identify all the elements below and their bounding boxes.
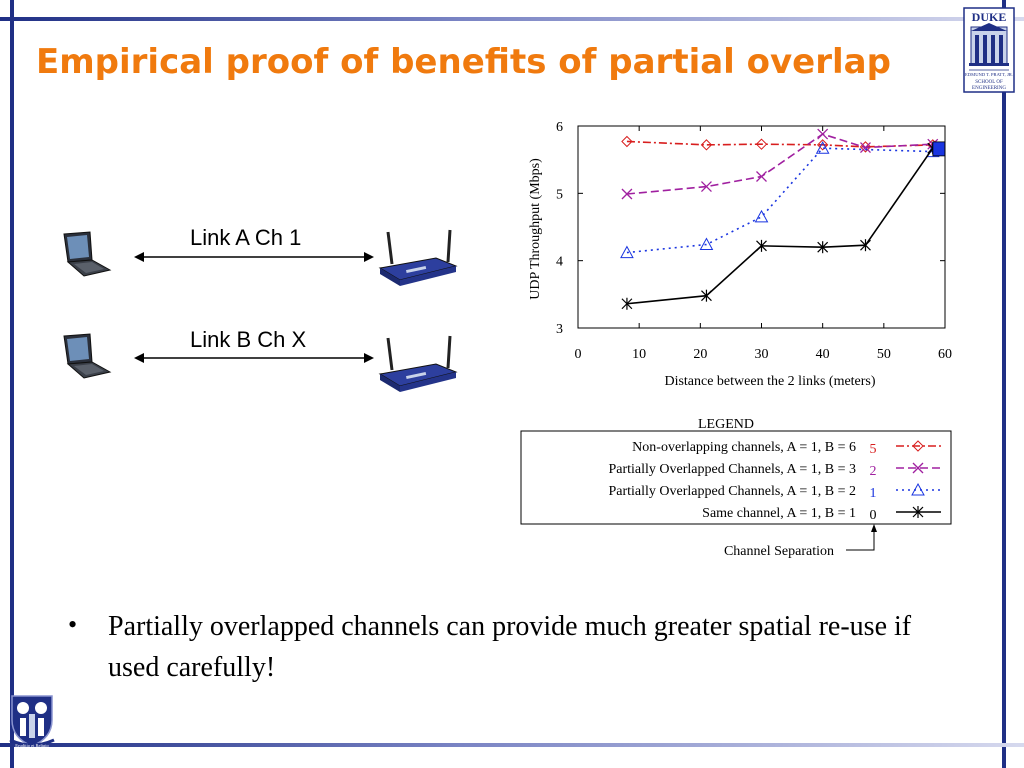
plot-frame <box>577 125 946 329</box>
slide-frame-top <box>0 17 1024 21</box>
laptop-b-icon <box>63 333 112 379</box>
link-a-arrow <box>134 252 374 262</box>
legend-separation-partial_2: 1 <box>870 486 877 501</box>
data-point-non_overlap <box>700 139 713 151</box>
router-b-icon <box>378 335 458 392</box>
y-tick-label: 5 <box>556 187 563 202</box>
end-marker-square <box>932 141 946 157</box>
svg-text:SCHOOL OF: SCHOOL OF <box>975 80 1003 85</box>
x-tick-label: 30 <box>755 347 769 362</box>
data-point-same <box>701 289 712 302</box>
channel-separation-label: Channel Separation <box>724 544 834 559</box>
series-line-non_overlap <box>626 140 933 148</box>
data-point-non_overlap <box>859 141 872 153</box>
legend-label-non_overlap: Non-overlapping channels, A = 1, B = 6 <box>632 440 856 455</box>
data-point-same <box>817 241 829 254</box>
legend-box <box>520 430 952 525</box>
data-point-partial_2 <box>620 245 634 259</box>
data-point-same <box>621 297 633 310</box>
slide-frame-bottom <box>0 743 1024 747</box>
data-point-partial_2 <box>754 209 769 223</box>
data-point-same <box>756 239 767 252</box>
slide-title: Empirical proof of benefits of partial o… <box>36 42 891 82</box>
data-point-partial_2 <box>815 141 830 154</box>
channel-separation-arrowhead <box>871 524 877 532</box>
data-point-partial_3 <box>860 142 871 154</box>
legend-title: LEGEND <box>698 417 754 432</box>
svg-text:ENGINEERING: ENGINEERING <box>972 86 1006 91</box>
x-tick-label: 0 <box>575 347 582 362</box>
legend-label-partial_2: Partially Overlapped Channels, A = 1, B … <box>608 484 856 499</box>
series-line-partial_2 <box>626 147 933 254</box>
duke-engineering-logo: DUKE EDMUND T. PRATT, JR. SCHOOL OF ENGI… <box>963 7 1015 93</box>
legend-label-same: Same channel, A = 1, B = 1 <box>702 506 856 521</box>
svg-text:EDMUND T. PRATT, JR.: EDMUND T. PRATT, JR. <box>965 72 1013 78</box>
channel-separation-pointer <box>846 532 875 551</box>
x-axis-label: Distance between the 2 links (meters) <box>664 374 875 389</box>
data-point-non_overlap <box>755 138 768 150</box>
data-point-partial_2 <box>699 237 714 251</box>
bullet-marker: • <box>68 610 78 639</box>
legend-separation-non_overlap: 5 <box>870 442 877 457</box>
data-point-partial_3 <box>756 171 767 182</box>
y-tick-label: 3 <box>556 322 563 337</box>
y-tick-label: 4 <box>556 255 563 270</box>
series-line-partial_3 <box>626 133 933 195</box>
legend-marker-partial_3 <box>912 462 924 474</box>
bullet-text: Partially overlapped channels can provid… <box>108 611 912 683</box>
link-a-label: Link A Ch 1 <box>190 225 302 250</box>
series-line-same <box>626 147 934 305</box>
y-axis-label: UDP Throughput (Mbps) <box>528 158 543 300</box>
x-tick-label: 10 <box>632 347 646 362</box>
x-tick-label: 20 <box>693 347 707 362</box>
laptop-a-icon <box>63 231 112 277</box>
data-point-partial_3 <box>700 181 712 193</box>
slide-frame-left <box>10 0 14 768</box>
y-tick-label: 6 <box>556 120 563 135</box>
svg-text:Eruditio et Religio: Eruditio et Religio <box>15 743 49 748</box>
x-tick-label: 60 <box>938 347 952 362</box>
link-b-arrow <box>134 353 374 363</box>
slide-frame-right <box>1002 0 1006 768</box>
legend-label-partial_3: Partially Overlapped Channels, A = 1, B … <box>608 462 856 477</box>
legend-marker-non_overlap <box>912 440 924 452</box>
legend-marker-partial_2 <box>911 482 925 496</box>
legend-separation-partial_3: 2 <box>870 464 877 479</box>
data-point-non_overlap <box>816 139 829 151</box>
data-point-partial_3 <box>817 128 829 140</box>
x-tick-label: 50 <box>877 347 891 362</box>
legend-separation-same: 0 <box>870 508 877 523</box>
router-a-icon <box>378 229 458 286</box>
link-b-label: Link B Ch X <box>190 327 307 352</box>
duke-seal-logo: Eruditio et Religio <box>9 695 55 748</box>
legend-marker-same <box>912 506 924 518</box>
data-point-same <box>860 239 871 252</box>
svg-text:DUKE: DUKE <box>972 10 1007 24</box>
data-point-non_overlap <box>621 135 633 148</box>
x-tick-label: 40 <box>816 347 830 362</box>
data-point-partial_3 <box>621 188 633 200</box>
